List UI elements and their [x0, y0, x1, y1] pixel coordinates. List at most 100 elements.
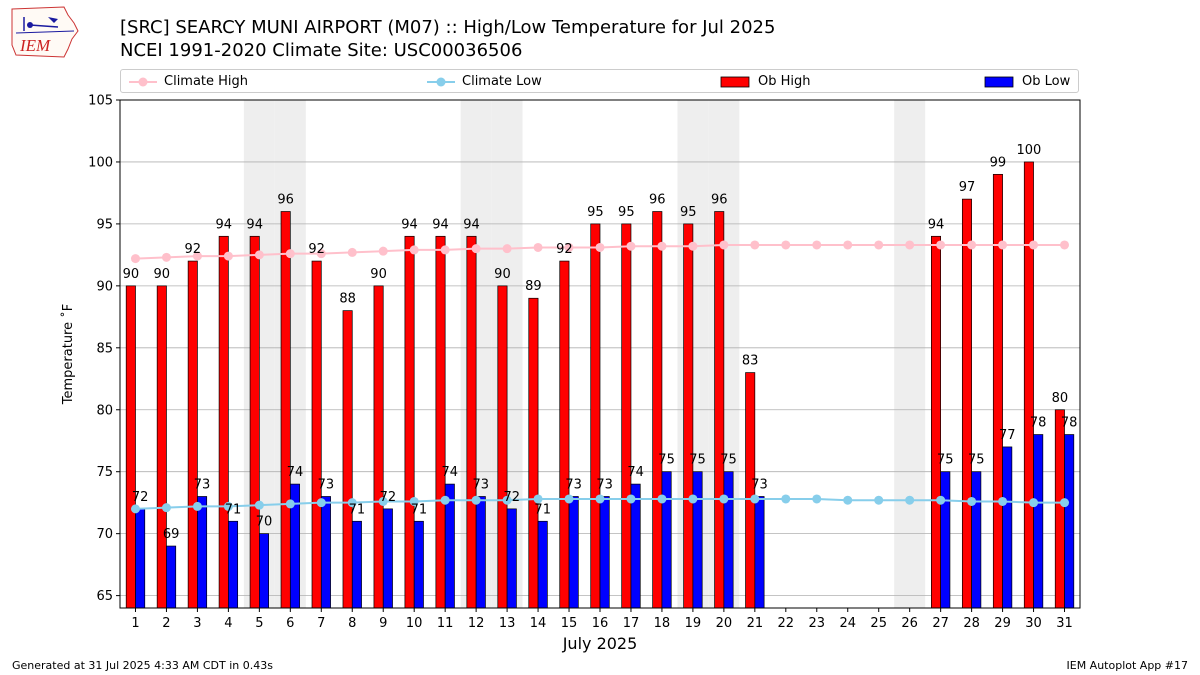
- data-label-ob-high: 96: [711, 193, 728, 208]
- climate-high-point: [347, 247, 357, 257]
- data-label-ob-low: 71: [534, 502, 551, 517]
- data-label-ob-low: 73: [596, 477, 613, 492]
- bar-ob-high: [621, 223, 632, 609]
- x-tick-label: 31: [1056, 616, 1073, 631]
- climate-low-point: [750, 494, 760, 504]
- data-label-ob-high: 83: [742, 354, 759, 369]
- bar-ob-high: [404, 235, 415, 609]
- data-label-ob-low: 71: [411, 502, 428, 517]
- y-tick-label: 100: [88, 155, 113, 170]
- bar-ob-low: [413, 520, 424, 609]
- climate-high-point: [471, 244, 481, 254]
- legend-label: Climate High: [164, 74, 249, 89]
- y-tick-label: 75: [96, 465, 113, 480]
- y-tick-label: 65: [96, 589, 113, 604]
- legend-patch-icon: [984, 76, 1014, 88]
- data-label-ob-low: 70: [256, 515, 273, 530]
- x-tick-label: 14: [530, 616, 547, 631]
- x-tick-label: 3: [193, 616, 201, 631]
- x-tick-label: 20: [716, 616, 733, 631]
- climate-high-point: [192, 251, 202, 261]
- climate-low-point: [192, 501, 202, 511]
- data-label-ob-low: 72: [503, 490, 520, 505]
- data-label-ob-high: 90: [370, 267, 387, 282]
- bar-ob-low: [754, 496, 765, 609]
- bar-ob-low: [320, 496, 331, 609]
- x-tick-label: 29: [994, 616, 1011, 631]
- climate-low-point: [626, 494, 636, 504]
- data-label-ob-low: 73: [473, 477, 490, 492]
- data-label-ob-high: 92: [556, 242, 573, 257]
- climate-low-point: [223, 501, 233, 511]
- bar-ob-low: [259, 533, 269, 609]
- x-tick-label: 18: [654, 616, 671, 631]
- data-label-ob-low: 75: [720, 453, 737, 468]
- climate-low-point: [440, 495, 450, 505]
- legend-label: Ob High: [758, 74, 811, 89]
- bar-ob-low: [228, 520, 239, 609]
- climate-high-point: [781, 240, 791, 250]
- bar-ob-high: [590, 223, 601, 609]
- y-axis-label: Temperature ˚F: [60, 304, 76, 405]
- bar-ob-high: [156, 285, 167, 609]
- x-tick-label: 16: [592, 616, 609, 631]
- bar-ob-low: [661, 471, 672, 609]
- x-tick-label: 22: [778, 616, 795, 631]
- bar-ob-high: [714, 211, 725, 609]
- x-tick-label: 9: [379, 616, 387, 631]
- x-axis-label: July 2025: [562, 634, 638, 653]
- climate-high-point: [1060, 240, 1070, 250]
- climate-high-point: [502, 244, 512, 254]
- y-tick-label: 105: [88, 94, 113, 109]
- data-label-ob-low: 74: [287, 465, 304, 480]
- data-label-ob-high: 94: [928, 217, 945, 232]
- x-tick-label: 25: [870, 616, 887, 631]
- climate-high-point: [905, 240, 915, 250]
- bar-ob-low: [971, 471, 982, 609]
- bar-ob-high: [249, 235, 260, 609]
- bar-ob-low: [1033, 434, 1044, 609]
- climate-high-point: [812, 240, 822, 250]
- data-label-ob-low: 74: [627, 465, 644, 480]
- climate-high-point: [378, 246, 388, 256]
- bar-ob-low: [382, 508, 393, 609]
- x-tick-label: 11: [437, 616, 454, 631]
- bar-ob-low: [568, 496, 579, 609]
- climate-high-point: [254, 250, 264, 260]
- bar-ob-high: [311, 260, 322, 609]
- data-label-ob-high: 90: [494, 267, 511, 282]
- bar-ob-high: [992, 173, 1003, 609]
- bar-ob-high: [342, 310, 353, 609]
- x-tick-label: 4: [224, 616, 232, 631]
- climate-high-point: [998, 240, 1008, 250]
- data-label-ob-low: 69: [163, 527, 180, 542]
- climate-high-point: [967, 240, 977, 250]
- data-label-ob-high: 90: [154, 267, 171, 282]
- x-tick-label: 24: [839, 616, 856, 631]
- x-tick-label: 17: [623, 616, 640, 631]
- y-tick-label: 70: [96, 527, 113, 542]
- climate-high-point: [316, 249, 326, 259]
- climate-low-point: [378, 496, 388, 506]
- legend-line-marker-icon: [129, 77, 157, 87]
- climate-high-point: [130, 254, 140, 264]
- bar-ob-high: [373, 285, 384, 609]
- chart-title: [SRC] SEARCY MUNI AIRPORT (M07) :: High/…: [120, 17, 776, 38]
- bar-ob-high: [125, 285, 136, 609]
- data-label-ob-low: 72: [380, 490, 397, 505]
- data-label-ob-high: 97: [959, 180, 976, 195]
- data-label-ob-low: 75: [968, 453, 985, 468]
- data-label-ob-low: 73: [751, 477, 768, 492]
- x-tick-label: 21: [747, 616, 764, 631]
- bar-ob-low: [506, 508, 517, 609]
- bar-ob-high: [683, 223, 694, 609]
- bar-ob-high: [187, 260, 198, 609]
- x-tick-label: 28: [963, 616, 980, 631]
- climate-high-point: [564, 242, 574, 252]
- bar-ob-high: [1054, 409, 1065, 609]
- bar-ob-high: [559, 260, 570, 609]
- bar-ob-high: [218, 235, 229, 609]
- x-tick-label: 2: [162, 616, 170, 631]
- data-label-ob-high: 94: [246, 217, 263, 232]
- data-label-ob-high: 94: [401, 217, 418, 232]
